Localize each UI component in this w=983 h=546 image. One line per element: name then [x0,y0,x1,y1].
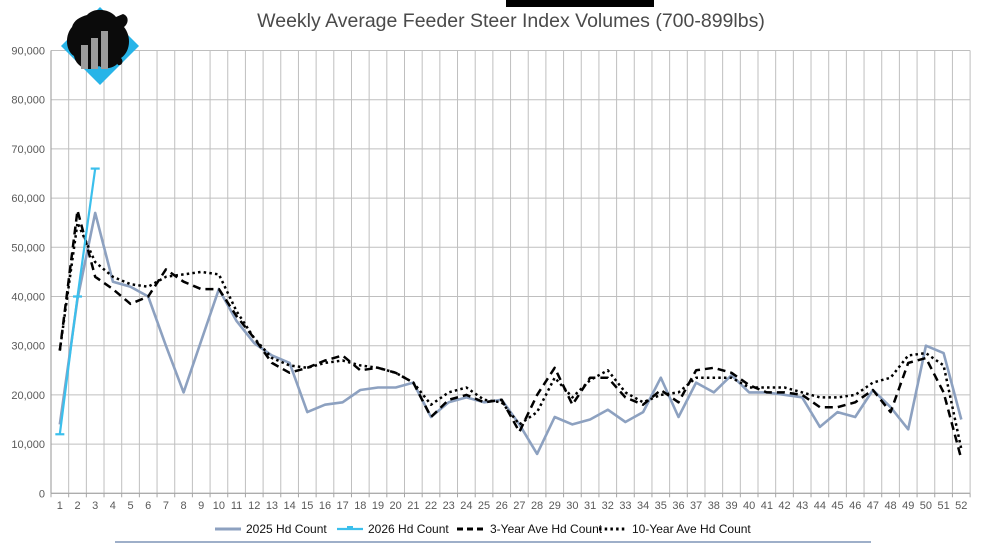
x-axis-label: 11 [231,500,242,512]
legend-label-10yr: 10-Year Ave Hd Count [632,522,751,536]
company-logo [61,7,139,85]
series-line-10-year-ave-hd-count [58,221,963,450]
legend-label-3yr: 3-Year Ave Hd Count [490,522,603,536]
legend-label-2025: 2025 Hd Count [246,522,327,536]
legend-swatch-2025-line-icon [215,527,241,531]
y-axis-label: 20,000 [11,390,45,402]
x-axis-label: 13 [266,500,278,512]
x-axis-label: 5 [127,500,133,512]
y-axis-label: 50,000 [11,242,45,254]
y-axis-label: 0 [39,488,45,500]
axis-tick-labels: 90,000 80,000 70,000 60,000 50,000 40,000 30,0… [11,46,967,513]
x-axis-label: 33 [619,500,631,512]
x-axis-label: 44 [814,500,826,512]
legend-swatch-3yr-dashed-icon [457,527,485,531]
x-axis-label: 38 [708,500,720,512]
x-axis-label: 21 [407,500,419,512]
legend-item-2025: 2025 Hd Count [214,519,327,539]
x-axis-label: 45 [831,500,843,512]
x-axis-label: 28 [531,500,543,512]
x-axis-label: 32 [602,500,614,512]
x-axis-label: 19 [372,500,384,512]
top-banner-fragment [506,0,654,7]
y-axis-label: 90,000 [11,46,45,58]
x-axis-label: 1 [57,500,63,512]
bar-chart-icon [81,31,108,69]
x-axis-label: 48 [884,500,896,512]
x-axis-label: 26 [496,500,508,512]
y-axis-label: 80,000 [11,95,45,107]
legend: 2025 Hd Count 2026 Hd Count 3-Year Ave H… [0,519,983,539]
x-axis-label: 50 [920,500,932,512]
x-axis-label: 8 [181,500,187,512]
legend-item-10yr: 10-Year Ave Hd Count [598,519,751,539]
x-axis-label: 22 [425,500,437,512]
legend-label-2026: 2026 Hd Count [368,522,449,536]
x-axis-label: 39 [725,500,737,512]
x-axis-label: 12 [248,500,260,512]
y-axis-label: 10,000 [11,439,45,451]
axes [50,50,971,498]
x-axis-label: 23 [443,500,455,512]
x-axis-label: 51 [937,500,949,512]
x-axis-label: 35 [655,500,667,512]
x-axis-label: 40 [743,500,755,512]
legend-item-2026: 2026 Hd Count [336,519,449,539]
x-axis-label: 15 [301,500,313,512]
data-series [55,167,963,460]
y-axis-label: 60,000 [11,193,45,205]
x-axis-label: 2 [74,500,80,512]
y-axis-label: 40,000 [11,292,45,304]
x-axis-label: 4 [110,500,116,512]
x-axis-label: 25 [478,500,490,512]
x-axis-label: 6 [145,500,151,512]
x-axis-label: 46 [849,500,861,512]
legend-swatch-10yr-dotted-icon [599,527,627,531]
x-axis-label: 14 [283,500,295,512]
x-axis-label: 3 [92,500,98,512]
x-axis-label: 52 [955,500,967,512]
x-axis-label: 18 [354,500,366,512]
x-axis-label: 31 [584,500,596,512]
x-axis-label: 41 [761,500,773,512]
legend-item-3yr: 3-Year Ave Hd Count [456,519,602,539]
chart-title: Weekly Average Feeder Steer Index Volume… [257,10,765,32]
x-axis-label: 16 [319,500,331,512]
y-axis-label: 30,000 [11,341,45,353]
x-axis-label: 9 [198,500,204,512]
y-axis-label: 70,000 [11,144,45,156]
legend-swatch-2026-line-icon [337,526,363,531]
x-axis-label: 10 [213,500,225,512]
x-axis-label: 29 [549,500,561,512]
legend-underline [115,541,871,543]
x-axis-label: 37 [690,500,702,512]
x-axis-label: 42 [778,500,790,512]
x-axis-label: 20 [390,500,402,512]
gridlines [50,50,971,494]
x-axis-label: 17 [337,500,349,512]
x-axis-label: 27 [513,500,525,512]
x-axis-label: 30 [566,500,578,512]
x-axis-label: 7 [163,500,169,512]
x-axis-label: 24 [460,500,472,512]
x-axis-label: 47 [867,500,879,512]
series-line-3-year-ave-hd-count [58,209,963,460]
x-axis-label: 34 [637,500,649,512]
x-axis-label: 49 [902,500,914,512]
x-axis-label: 36 [672,500,684,512]
x-axis-label: 43 [796,500,808,512]
